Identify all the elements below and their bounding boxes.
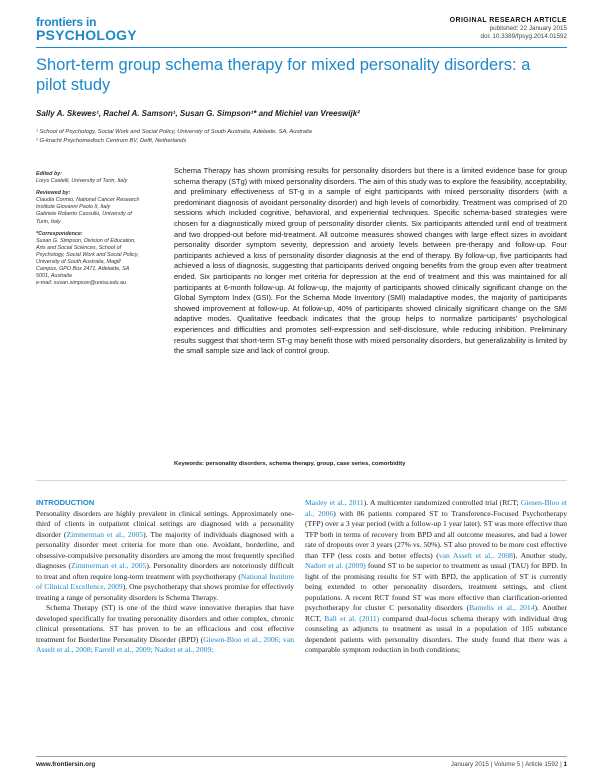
- logo-line2: PSYCHOLOGY: [36, 27, 137, 43]
- keywords: personality disorders, schema therapy, g…: [205, 461, 406, 467]
- abstract: Schema Therapy has shown promising resul…: [174, 166, 567, 356]
- citation-link[interactable]: Nadort et al. (2009): [305, 561, 366, 570]
- affiliation-2: ² G-kracht Psychomedisch Centrum BV, Del…: [36, 137, 187, 144]
- logo-line1: frontiers in: [36, 15, 97, 29]
- article-type: ORIGINAL RESEARCH ARTICLE: [449, 17, 567, 24]
- article-meta: ORIGINAL RESEARCH ARTICLE published: 22 …: [450, 17, 567, 41]
- doi[interactable]: doi: 10.3389/fpsyg.2014.01592: [480, 33, 567, 40]
- citation-link[interactable]: Giesen-Bloo et al., 2006: [305, 498, 567, 518]
- author-list: Sally A. Skewes¹, Rachel A. Samson¹, Sus…: [36, 109, 360, 118]
- footer-divider: [36, 756, 567, 757]
- footer-website[interactable]: www.frontiersin.org: [36, 761, 96, 768]
- citation-link[interactable]: van Asselt et al., 2008: [438, 550, 513, 560]
- intro-paragraph-2-continued: Masley et al., 2011). A multicenter rand…: [305, 498, 567, 654]
- reviewed-by: Claudia Cormio, National Cancer Research…: [36, 197, 140, 225]
- section-heading-introduction: INTRODUCTION: [36, 498, 95, 507]
- correspondence: Susan G. Simpson, Division of Education,…: [36, 237, 139, 287]
- page-number: 1: [563, 761, 567, 768]
- header-divider: [36, 47, 567, 48]
- reviewed-by-label: Reviewed by:: [36, 190, 71, 197]
- keywords-label: Keywords:: [174, 461, 205, 467]
- citation-link[interactable]: Giesen-Bloo et al., 2006; van Asselt et …: [36, 634, 294, 655]
- issue-info: January 2015 | Volume 5 | Article 1592 |: [450, 761, 562, 768]
- affiliations: ¹ School of Psychology, Social Work and …: [36, 128, 312, 145]
- intro-paragraph-2: Schema Therapy (ST) is one of the third …: [36, 603, 294, 655]
- article-title: Short-term group schema therapy for mixe…: [36, 56, 531, 94]
- edited-by-label: Edited by:: [36, 171, 63, 177]
- body-column-right: Masley et al., 2011). A multicenter rand…: [305, 498, 567, 656]
- citation-link[interactable]: Zimmerman et al., 2005: [66, 529, 144, 539]
- section-divider: [36, 480, 567, 481]
- journal-logo: frontiers in PSYCHOLOGY: [36, 15, 137, 43]
- affiliation-1: ¹ School of Psychology, Social Work and …: [36, 129, 312, 135]
- published-date: published: 22 January 2015: [489, 25, 567, 32]
- citation-link[interactable]: Masley et al., 2011: [305, 498, 364, 507]
- footer-issue: January 2015 | Volume 5 | Article 1592 |…: [451, 761, 567, 768]
- citation-link[interactable]: Zimmerman et al., 2005: [71, 561, 147, 570]
- edited-by: Lorys Castelli, University of Turin, Ita…: [36, 178, 128, 185]
- intro-paragraph-1: Personality disorders are highly prevale…: [36, 508, 295, 602]
- editorial-sidebar: Edited by: Lorys Castelli, University of…: [36, 168, 142, 287]
- citation-link[interactable]: Ball et al. (2011): [324, 613, 380, 623]
- body-column-left: INTRODUCTION Personality disorders are h…: [36, 498, 294, 656]
- citation-link[interactable]: Bamelis et al., 2014: [468, 603, 535, 612]
- citation-link[interactable]: National Institute of Clinical Excellenc…: [36, 571, 294, 592]
- correspondence-label: *Correspondence:: [36, 230, 83, 237]
- keywords-line: Keywords: personality disorders, schema …: [174, 461, 567, 467]
